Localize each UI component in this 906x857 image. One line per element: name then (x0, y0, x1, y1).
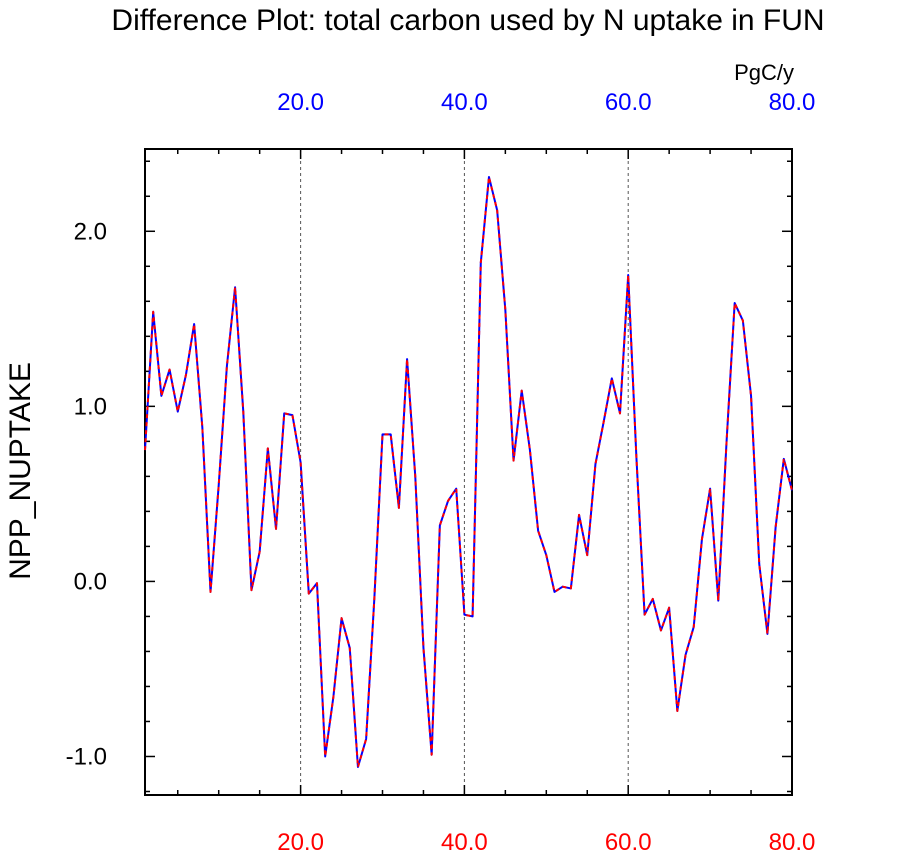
plot-border (144, 148, 793, 796)
x-tick-label-top: 60.0 (605, 89, 652, 116)
grid-lines (300, 149, 629, 795)
axis-ticks (145, 149, 793, 795)
y-tick-label: 2.0 (74, 218, 107, 245)
x-tick-label-bottom: 40.0 (441, 829, 488, 856)
y-axis-label: NPP_NUPTAKE (4, 362, 37, 580)
y-tick-label: -1.0 (66, 743, 107, 770)
x-tick-label-top: 40.0 (441, 89, 488, 116)
y-tick-label: 1.0 (74, 393, 107, 420)
plot-frame (144, 148, 793, 796)
y-tick-label: 0.0 (74, 568, 107, 595)
x-tick-label-top: 80.0 (769, 89, 816, 116)
x-tick-label-top: 20.0 (277, 89, 324, 116)
x-tick-label-bottom: 20.0 (277, 829, 324, 856)
x-tick-label-bottom: 60.0 (605, 829, 652, 856)
series-line-dashed-0 (144, 176, 793, 768)
series-line-0 (144, 176, 793, 768)
tick-labels: 20.0 20.0 40.0 40.0 60.0 60.0 80.0 80.0 -1.0 0.0 1… (66, 89, 816, 856)
data-series (144, 176, 793, 768)
chart-title: Difference Plot: total carbon used by N … (111, 4, 824, 37)
top-axis-units-label: PgC/y (734, 60, 794, 85)
x-tick-label-bottom: 80.0 (769, 829, 816, 856)
